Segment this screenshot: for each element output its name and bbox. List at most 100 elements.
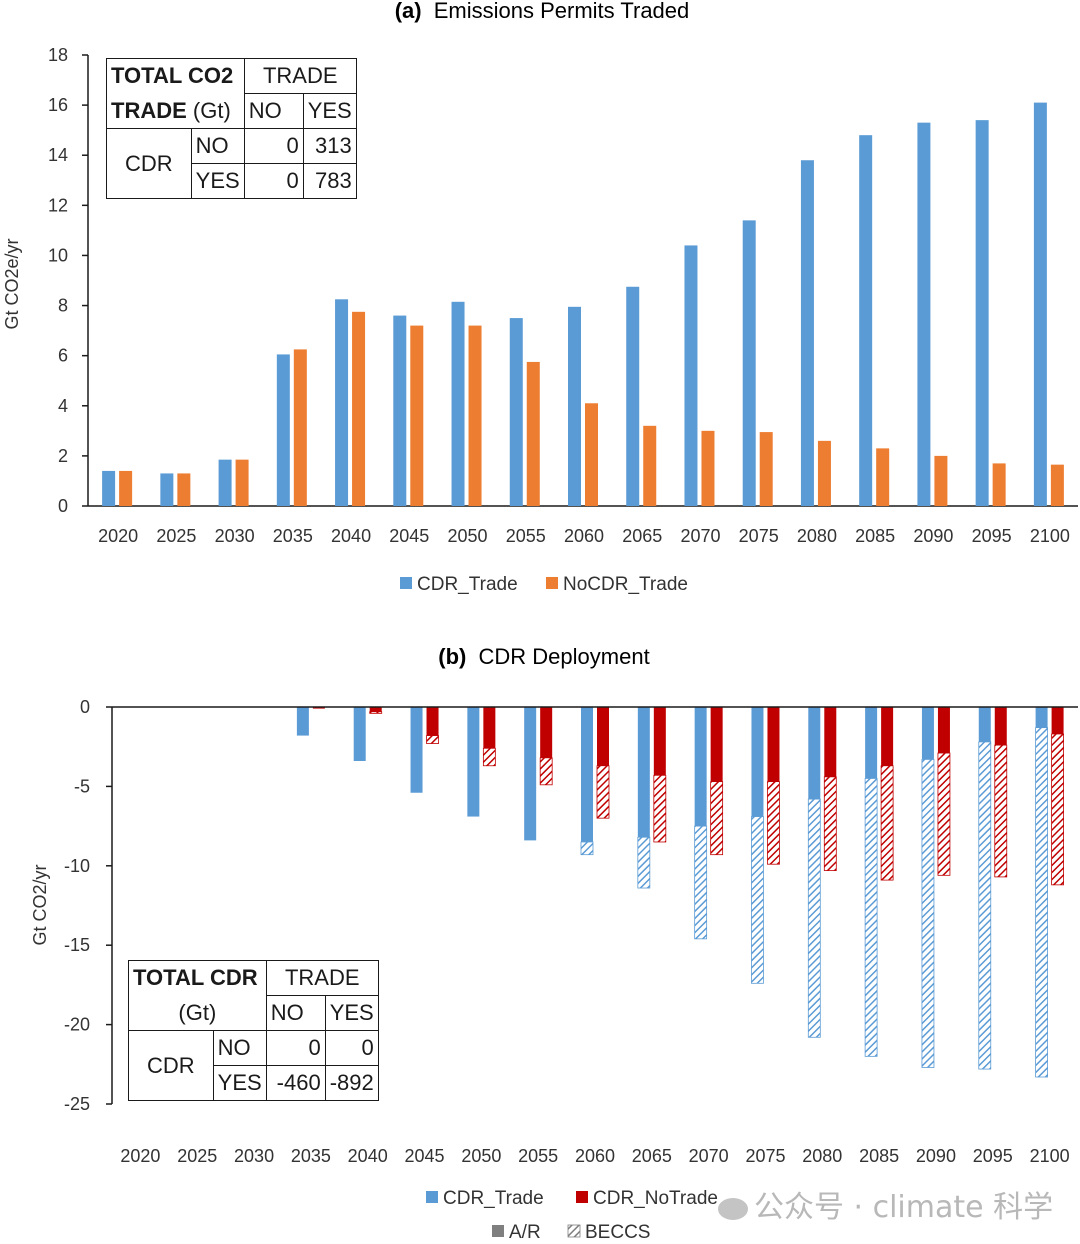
chart-b-inset-table: TOTAL CDR TRADE (Gt) NO YES CDR NO 0 0 Y… xyxy=(128,960,379,1101)
chart-b-bar-cdr-notrade-beccs xyxy=(710,781,724,856)
chart-b-bar-cdr-notrade-ar xyxy=(824,707,837,777)
chart-a-bar-nocdr-trade xyxy=(701,430,715,506)
chart-b-x-tick-label: 2055 xyxy=(518,1146,558,1166)
chart-a-y-tick-label: 2 xyxy=(58,446,68,466)
chart-a-bar-cdr-trade xyxy=(742,220,756,506)
chart-a-title-text: Emissions Permits Traded xyxy=(434,0,690,23)
chart-b-bar-cdr-trade-beccs xyxy=(921,759,935,1068)
chart-a-x-tick-label: 2060 xyxy=(564,526,604,546)
chart-b-x-tick-label: 2025 xyxy=(177,1146,217,1166)
chart-b-legend-label: A/R xyxy=(509,1222,541,1243)
chart-b-bar-cdr-trade-ar xyxy=(808,707,821,800)
chart-a-y-tick-label: 14 xyxy=(48,145,68,165)
chart-b-bar-cdr-notrade-beccs xyxy=(937,752,951,876)
table-b-cell: 0 xyxy=(265,1030,326,1066)
table-a-cell: 0 xyxy=(243,128,304,164)
chart-b-x-tick-label: 2045 xyxy=(405,1146,445,1166)
chart-b-x-tick-label: 2035 xyxy=(291,1146,331,1166)
table-a-cell: 783 xyxy=(302,163,357,199)
chart-b-bar-cdr-notrade-ar xyxy=(597,707,609,766)
chart-b-bar-cdr-notrade-beccs xyxy=(426,735,439,744)
chart-b-bar-cdr-notrade-ar xyxy=(994,707,1007,746)
chart-a-bar-cdr-trade xyxy=(800,160,814,506)
chart-b-legend-label: BECCS xyxy=(585,1222,650,1243)
chart-b-x-tick-label: 2085 xyxy=(859,1146,899,1166)
chart-b-bar-cdr-notrade-ar xyxy=(483,707,496,749)
chart-b-bar-cdr-notrade-ar xyxy=(881,707,894,766)
chart-a-bar-cdr-trade xyxy=(335,299,349,506)
chart-b-bar-cdr-trade-ar xyxy=(524,707,537,841)
chart-a-legend: CDR_Trade NoCDR_Trade xyxy=(400,574,688,595)
chart-b-bar-cdr-notrade-beccs xyxy=(539,757,553,786)
chart-b-legend-swatch xyxy=(426,1191,438,1203)
chart-b-bar-cdr-notrade-ar xyxy=(426,707,439,736)
chart-a-legend-label: CDR_Trade xyxy=(417,574,518,595)
chart-b-bar-cdr-trade-beccs xyxy=(580,841,594,856)
chart-a-legend-swatch xyxy=(546,577,558,589)
chart-a-y-tick-label: 6 xyxy=(58,346,68,366)
chart-a-y-tick-label: 4 xyxy=(58,396,68,416)
chart-b-bar-cdr-trade-ar xyxy=(751,707,764,817)
chart-a-bar-cdr-trade xyxy=(451,301,465,506)
chart-b-bar-cdr-notrade-ar xyxy=(937,707,950,754)
chart-a-bar-cdr-trade xyxy=(509,318,523,506)
chart-b-x-tick-label: 2100 xyxy=(1030,1146,1070,1166)
chart-b-y-tick-label: -25 xyxy=(64,1094,90,1114)
chart-b-bar-cdr-notrade-ar xyxy=(1051,707,1064,734)
chart-b-bar-cdr-notrade-ar xyxy=(653,707,666,776)
chart-a-y-tick-label: 8 xyxy=(58,296,68,316)
chart-b-x-tick-label: 2095 xyxy=(973,1146,1013,1166)
chart-a-bar-nocdr-trade xyxy=(119,470,133,506)
table-b-cell: -460 xyxy=(265,1065,326,1101)
table-b-row-group: CDR xyxy=(128,1030,214,1101)
chart-a-x-tick-label: 2070 xyxy=(680,526,720,546)
chart-a-y-tick-label: 18 xyxy=(48,45,68,65)
chart-b-bar-cdr-notrade-ar xyxy=(312,707,325,709)
chart-b-x-tick-label: 2030 xyxy=(234,1146,274,1166)
chart-b-ylabel: Gt CO2/yr xyxy=(30,864,50,945)
chart-a-x-tick-label: 2020 xyxy=(98,526,138,546)
chart-a-x-tick-label: 2055 xyxy=(506,526,546,546)
chart-b-bar-cdr-notrade-beccs xyxy=(1051,733,1064,886)
chart-b-bar-cdr-notrade-beccs xyxy=(596,765,610,819)
chart-a-bar-nocdr-trade xyxy=(177,473,191,506)
chart-a-y-tick-label: 10 xyxy=(48,245,68,265)
table-a-col-yes: YES xyxy=(302,93,357,129)
table-b-cell: -892 xyxy=(324,1065,379,1101)
chart-a-bar-cdr-trade xyxy=(1033,102,1047,506)
chart-b-y-tick-label: -20 xyxy=(64,1015,90,1035)
table-a-row-group: CDR xyxy=(106,128,192,199)
table-a-title-line1: TOTAL CO2 xyxy=(106,58,245,94)
table-b-row-no-label: NO xyxy=(212,1030,267,1066)
chart-b-y-tick-label: -15 xyxy=(64,935,90,955)
chart-a-x-tick-label: 2085 xyxy=(855,526,895,546)
chart-b-legend: CDR_Trade CDR_NoTrade A/R BECCS xyxy=(426,1188,718,1243)
chart-a-bar-cdr-trade xyxy=(975,120,989,507)
chart-b-bar-cdr-trade-ar xyxy=(353,707,366,761)
table-a-col-group: TRADE xyxy=(243,58,357,94)
chart-b-bar-cdr-trade-ar xyxy=(410,707,423,793)
table-a-cell: 0 xyxy=(243,163,304,199)
chart-b-x-tick-label: 2065 xyxy=(632,1146,672,1166)
chart-a-x-tick-label: 2080 xyxy=(797,526,837,546)
table-b-title-line2: (Gt) xyxy=(128,995,267,1031)
chart-b-bar-cdr-notrade-beccs xyxy=(767,781,780,865)
chart-b-bar-cdr-notrade-beccs xyxy=(653,774,667,843)
chart-b-y-tick-label: -10 xyxy=(64,856,90,876)
chart-a-bar-nocdr-trade xyxy=(352,311,366,506)
chart-b-x-tick-label: 2040 xyxy=(348,1146,388,1166)
chart-b-bar-cdr-trade-beccs xyxy=(807,798,821,1038)
chart-a-ylabel: Gt CO2e/yr xyxy=(2,238,22,329)
chart-a-title: (a) Emissions Permits Traded xyxy=(395,0,690,23)
chart-b-y-tick-label: 0 xyxy=(80,697,90,717)
chart-a-bar-nocdr-trade xyxy=(876,448,890,506)
chart-a-bar-cdr-trade xyxy=(684,245,698,506)
chart-b-plot-area: 0 -5 -10 -15 -20 -25 2020 2025 2030 2035 2040 2045 2… xyxy=(64,697,1078,1166)
table-a-title-line2: TRADE (Gt) xyxy=(106,93,245,129)
chart-b-bar-cdr-notrade-ar xyxy=(710,707,723,782)
chart-a-bar-cdr-trade xyxy=(160,473,174,506)
chart-b-bar-cdr-trade-beccs xyxy=(864,778,878,1057)
chart-a-legend-swatch xyxy=(400,577,412,589)
chart-a-bar-nocdr-trade xyxy=(817,440,831,506)
wechat-icon xyxy=(718,1197,748,1220)
